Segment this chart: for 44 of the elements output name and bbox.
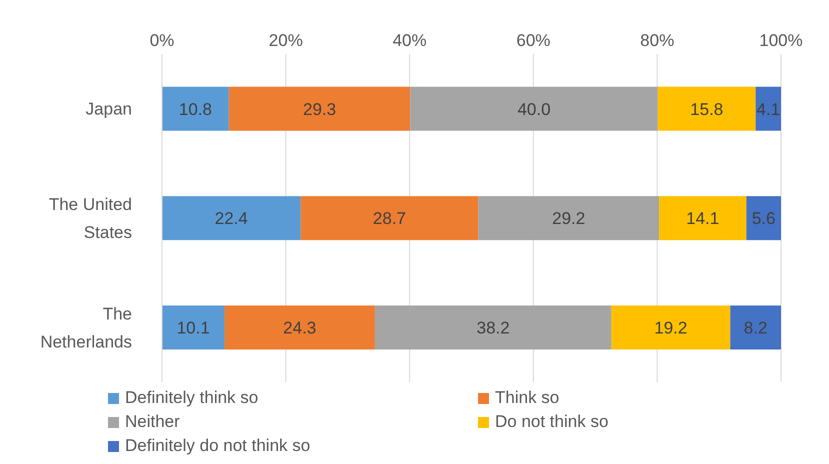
- data-label: 38.2: [476, 318, 510, 338]
- data-label: 29.3: [302, 100, 336, 119]
- x-tick-label: 0%: [150, 31, 174, 50]
- data-label: 10.8: [178, 100, 212, 119]
- data-label: 15.8: [690, 100, 724, 119]
- x-tick-label: 60%: [516, 31, 550, 50]
- bar: [224, 305, 375, 350]
- legend-label: Definitely do not think so: [125, 436, 310, 456]
- x-tick-label: 40%: [392, 31, 427, 50]
- y-tick-label: The United States: [48, 195, 132, 242]
- bar: [478, 196, 660, 240]
- data-label: 19.2: [654, 318, 688, 338]
- data-label: 5.6: [752, 209, 776, 228]
- bar: [756, 86, 781, 131]
- legend-label: Think so: [495, 388, 560, 408]
- x-tick-label: 100%: [759, 31, 803, 50]
- bar: [300, 196, 478, 240]
- legend-label: Neither: [125, 412, 180, 432]
- y-tick-label: Japan: [86, 100, 132, 119]
- bar: [162, 305, 225, 350]
- data-label: 10.1: [176, 318, 210, 338]
- x-tick-label: 20%: [268, 31, 303, 50]
- data-label: 8.2: [744, 318, 768, 338]
- bar: [228, 86, 410, 131]
- legend-label: Do not think so: [495, 412, 608, 432]
- bar: [611, 305, 730, 350]
- data-label: 22.4: [214, 209, 248, 228]
- data-label: 4.1: [756, 100, 780, 119]
- data-label: 29.2: [552, 209, 586, 228]
- bar: [730, 305, 781, 350]
- data-label: 28.7: [372, 209, 406, 228]
- x-tick-label: 80%: [640, 31, 674, 50]
- bar: [410, 86, 658, 131]
- bar: [659, 196, 746, 240]
- bar: [162, 196, 301, 240]
- bar: [746, 196, 781, 240]
- y-tick-label: The Netherlands: [40, 304, 132, 352]
- legend-label: Definitely think so: [125, 388, 258, 408]
- bar: [162, 86, 229, 131]
- data-label: 40.0: [517, 100, 551, 119]
- data-label: 14.1: [686, 209, 720, 228]
- bar: [374, 305, 612, 350]
- bar: [658, 86, 756, 131]
- data-label: 24.3: [283, 318, 316, 338]
